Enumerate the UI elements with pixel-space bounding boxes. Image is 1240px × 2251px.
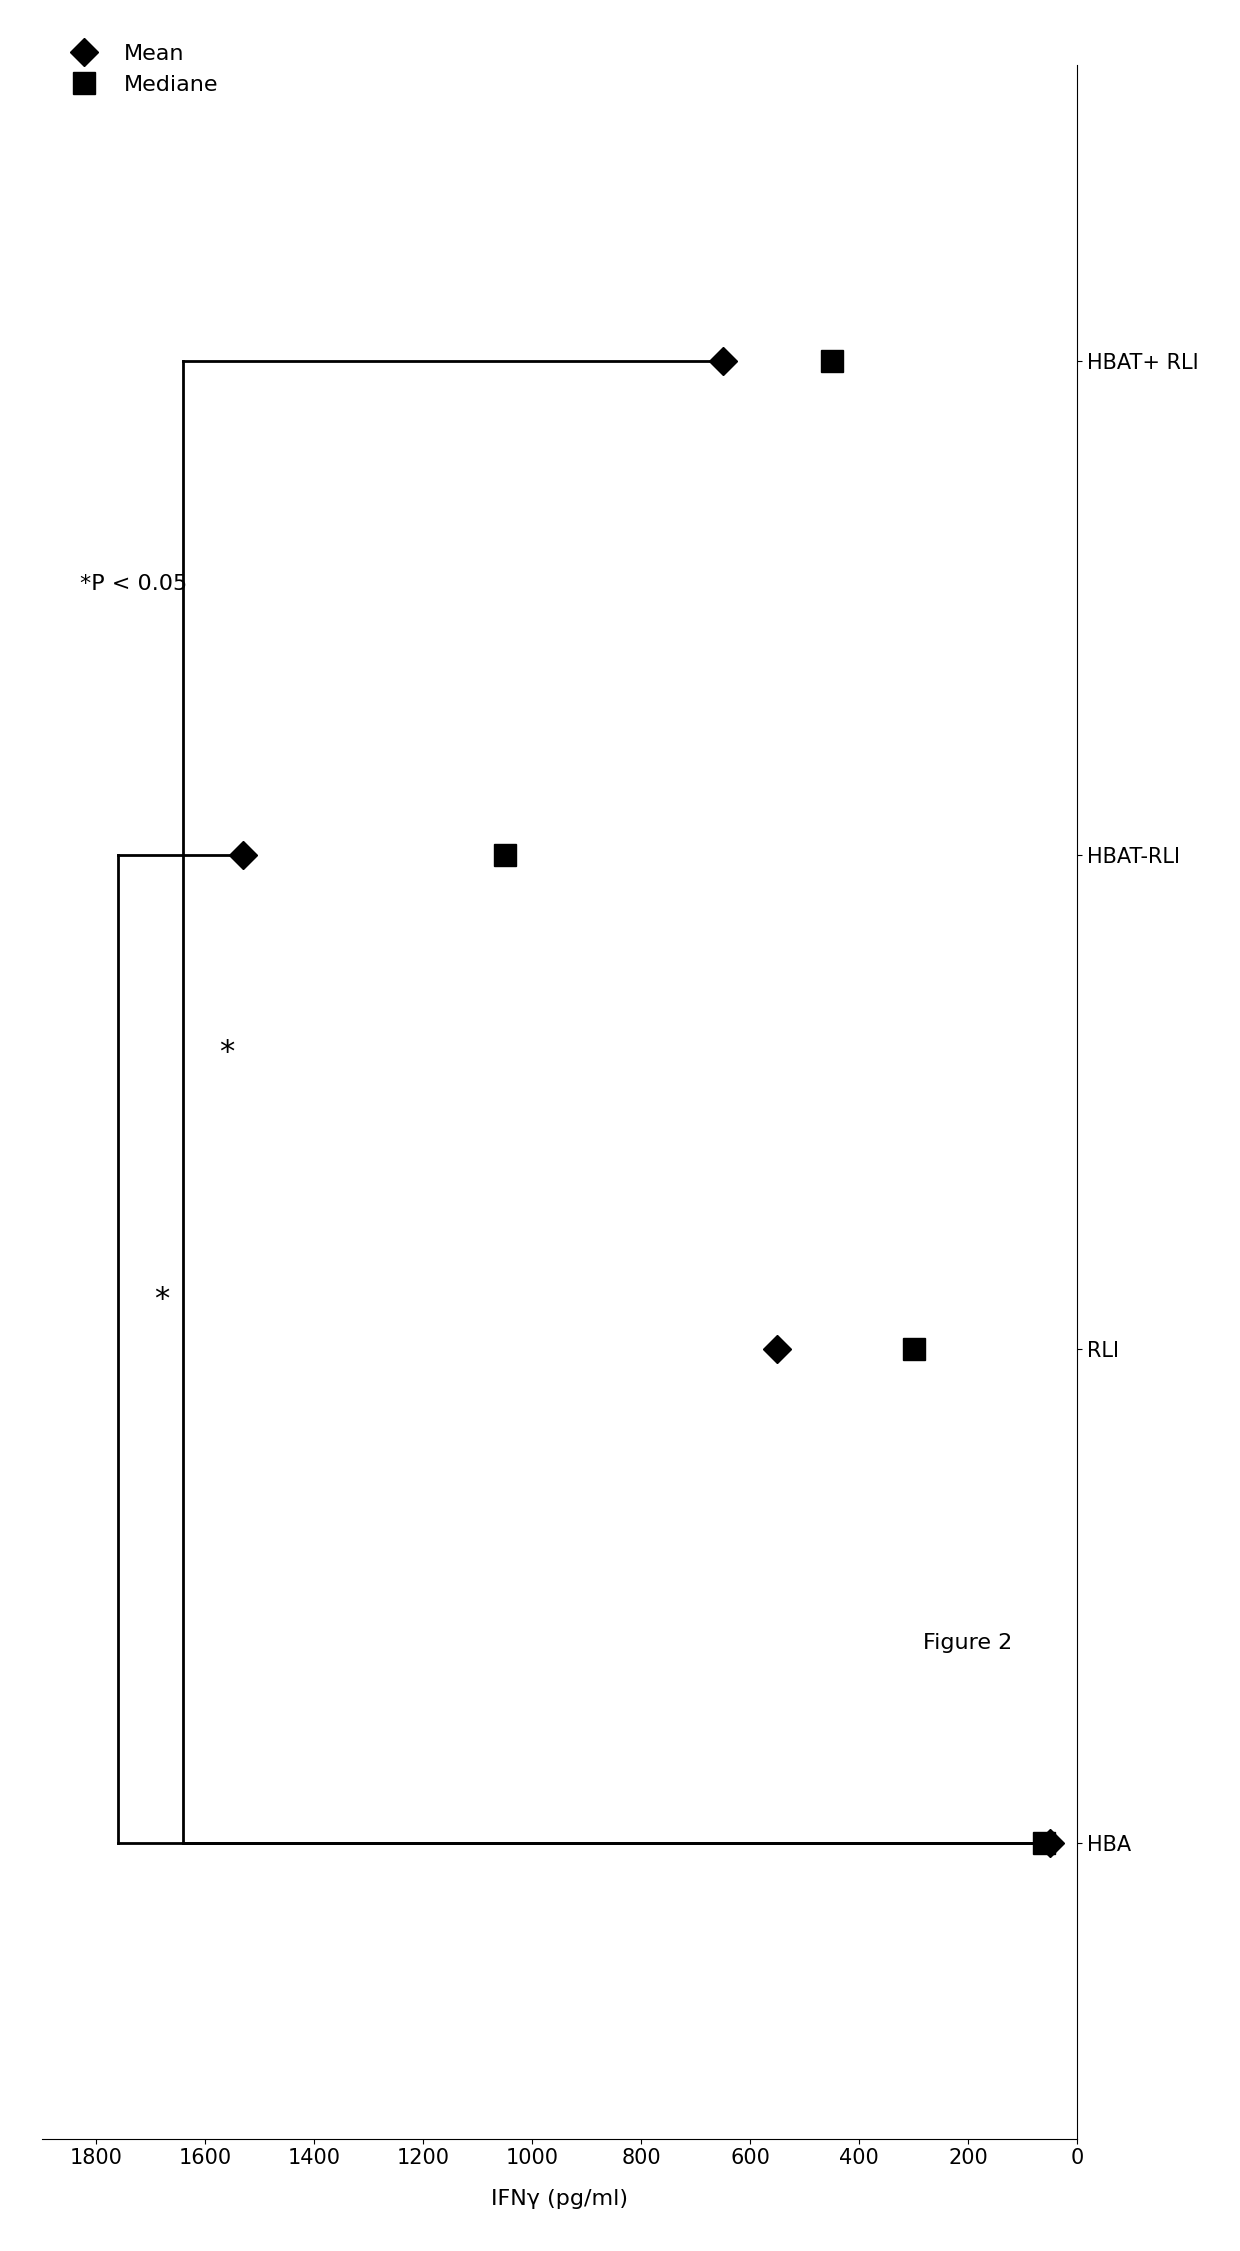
Line: Mean: Mean: [233, 351, 1059, 1853]
Text: *P < 0.05: *P < 0.05: [79, 574, 187, 594]
Mediane: [906, 1335, 921, 1362]
Line: Mediane: Mediane: [494, 351, 1055, 1853]
Text: *: *: [154, 1285, 169, 1315]
Text: *: *: [219, 1038, 234, 1067]
Mean: [1043, 1830, 1058, 1857]
Legend: Mean, Mediane: Mean, Mediane: [53, 34, 227, 104]
Mean: [770, 1335, 785, 1362]
Mean: [715, 349, 730, 376]
Mediane: [825, 349, 839, 376]
Mediane: [1037, 1830, 1052, 1857]
Text: Figure 2: Figure 2: [923, 1634, 1012, 1652]
Mediane: [497, 842, 512, 869]
Mean: [236, 842, 250, 869]
X-axis label: IFNγ (pg/ml): IFNγ (pg/ml): [491, 2190, 627, 2208]
